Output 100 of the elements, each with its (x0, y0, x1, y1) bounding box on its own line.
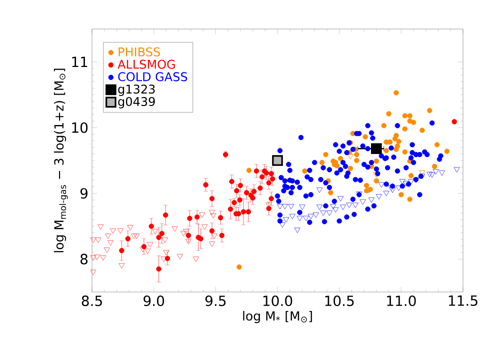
point (211, 234, 218, 239)
point (381, 123, 386, 128)
point (289, 214, 296, 220)
point (346, 202, 352, 208)
legend-label: g1323 (118, 84, 155, 96)
point (229, 178, 234, 184)
point (407, 113, 412, 118)
point (360, 199, 366, 205)
x-tick-label: 9.0 (144, 296, 164, 306)
point (148, 224, 154, 229)
point (272, 155, 283, 166)
y-tick-label: 9 (80, 188, 88, 199)
point (354, 152, 360, 158)
point (434, 142, 440, 148)
point (319, 160, 325, 166)
point (399, 178, 406, 184)
point (198, 212, 206, 218)
point (90, 270, 96, 276)
point (119, 248, 124, 254)
y-axis-title: log M$_{mol-gas}$ − 3 log(1+z) [M$_{⊙}$] (54, 68, 68, 252)
point (288, 204, 294, 210)
point (364, 182, 370, 188)
point (162, 212, 168, 218)
point (330, 204, 336, 210)
point (299, 204, 306, 210)
point (296, 216, 303, 222)
point (144, 248, 151, 254)
point (368, 197, 375, 203)
point (403, 180, 410, 186)
point (90, 237, 96, 243)
point (234, 188, 240, 194)
point (282, 204, 288, 210)
point (130, 234, 138, 239)
point (117, 228, 124, 234)
point (402, 149, 408, 155)
point (452, 119, 457, 124)
x-tick-label: 10.5 (325, 296, 354, 306)
point (444, 148, 450, 154)
point (362, 134, 368, 140)
point (162, 237, 168, 243)
point (164, 256, 170, 262)
point (283, 217, 290, 223)
point (302, 216, 310, 222)
point (348, 166, 354, 171)
point (338, 156, 344, 162)
point (240, 209, 246, 214)
point (432, 169, 439, 175)
point (95, 237, 102, 243)
point (302, 168, 308, 174)
point (320, 210, 326, 216)
point (432, 164, 438, 170)
point (398, 192, 404, 198)
point (156, 234, 162, 240)
legend-label: COLD GASS (118, 72, 188, 82)
point (118, 263, 125, 269)
point (389, 188, 396, 193)
point (308, 214, 314, 220)
point (176, 254, 183, 260)
point (383, 190, 390, 196)
point (94, 254, 100, 260)
point (210, 213, 216, 219)
point (266, 206, 272, 212)
point (104, 234, 112, 239)
point (408, 178, 414, 184)
point (386, 111, 392, 116)
point (294, 228, 300, 234)
point (354, 158, 360, 164)
y-tick-label: 8 (80, 254, 88, 264)
point (201, 224, 208, 230)
point (159, 230, 164, 236)
point (428, 172, 436, 178)
point (407, 196, 412, 202)
point (396, 138, 402, 144)
point (426, 172, 433, 178)
point (147, 242, 154, 248)
point (332, 207, 339, 213)
point (326, 210, 333, 216)
point (340, 204, 346, 210)
point (347, 154, 354, 160)
x-tick-label: 10.0 (263, 296, 292, 306)
point (276, 204, 284, 210)
point (334, 163, 340, 168)
point (110, 228, 116, 234)
point (156, 266, 162, 272)
point (374, 158, 380, 164)
x-tick-label: 11.5 (448, 296, 478, 306)
point (254, 168, 260, 174)
point (258, 186, 263, 191)
point (187, 216, 192, 221)
point (376, 194, 382, 200)
point (378, 182, 384, 188)
point (410, 120, 416, 125)
point (374, 178, 380, 184)
x-tick-label: 11.0 (387, 296, 416, 306)
x-tick-label: 9.5 (205, 296, 226, 306)
point (100, 255, 106, 261)
point (394, 90, 399, 96)
point (209, 228, 215, 234)
point (90, 255, 96, 261)
x-tick-label: 8.5 (82, 296, 102, 306)
